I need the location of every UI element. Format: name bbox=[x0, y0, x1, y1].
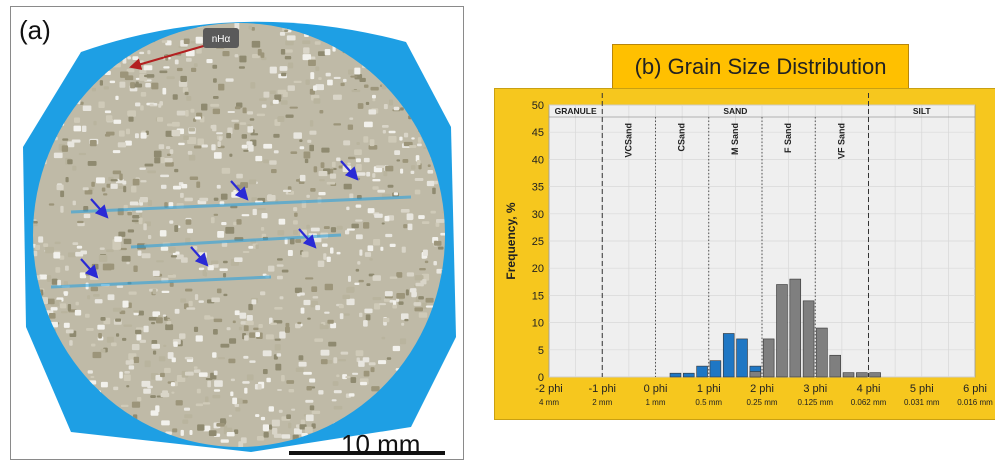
y-tick-label: 45 bbox=[532, 127, 544, 139]
bar bbox=[776, 284, 788, 378]
class-label: SILT bbox=[913, 106, 932, 116]
chart-title: (b) Grain Size Distribution bbox=[612, 44, 909, 90]
panel-a-label: (a) bbox=[19, 15, 51, 45]
bar bbox=[709, 360, 722, 378]
bar bbox=[789, 278, 802, 378]
pore-arrow bbox=[298, 228, 317, 249]
subclass-label: M Sand bbox=[730, 123, 740, 155]
x-tick-label: 0 phi bbox=[644, 383, 668, 395]
pore-streak bbox=[70, 195, 412, 214]
class-label: SAND bbox=[723, 106, 747, 116]
bar bbox=[736, 338, 748, 378]
grain-disc bbox=[33, 23, 445, 447]
y-tick-label: 10 bbox=[532, 318, 544, 330]
bar bbox=[722, 333, 735, 378]
annotation-badge bbox=[203, 28, 239, 48]
bar bbox=[802, 300, 815, 378]
y-tick-label: 15 bbox=[532, 290, 544, 302]
x-tick-label: 6 phi bbox=[963, 383, 987, 395]
x-tick-label: 1 phi bbox=[697, 383, 721, 395]
pore-arrow bbox=[80, 258, 99, 279]
bar bbox=[762, 338, 775, 378]
x-tick-size-label: 0.031 mm bbox=[904, 398, 940, 407]
subclass-label: F Sand bbox=[783, 123, 793, 153]
y-tick-label: 20 bbox=[532, 263, 544, 275]
bar bbox=[829, 354, 841, 378]
bar bbox=[856, 372, 868, 378]
y-tick-label: 30 bbox=[532, 209, 544, 221]
pore-arrow bbox=[340, 160, 359, 181]
bar bbox=[696, 365, 708, 378]
pore-arrow bbox=[230, 180, 249, 201]
grain-size-chart-frame: 0 5 10 15 20 25 30 35 40 45 50 GRANULE SAND SILT VCSan… bbox=[494, 88, 995, 420]
bar bbox=[669, 372, 682, 378]
bar bbox=[869, 372, 881, 378]
scale-bar-label: 10 mm bbox=[341, 429, 421, 459]
thin-section-image: nHα bbox=[23, 21, 456, 455]
thin-section-panel: nHα (a) 10 mm bbox=[10, 6, 464, 460]
bar bbox=[683, 372, 695, 378]
x-tick-size-label: 0.016 mm bbox=[957, 398, 993, 407]
y-tick-label: 50 bbox=[532, 100, 544, 112]
class-label: GRANULE bbox=[555, 106, 597, 116]
y-tick-label: 0 bbox=[538, 372, 544, 384]
x-tick-size-label: 2 mm bbox=[592, 398, 612, 407]
scale-bar bbox=[289, 451, 445, 455]
y-axis-label: Frequency, % bbox=[504, 202, 518, 279]
pore-streak bbox=[50, 275, 272, 289]
bar bbox=[842, 372, 855, 378]
x-tick-label: 4 phi bbox=[857, 383, 881, 395]
annotation-arrow bbox=[129, 44, 208, 70]
bar bbox=[816, 327, 828, 378]
x-tick-label: 3 phi bbox=[803, 383, 827, 395]
pore-arrow bbox=[190, 246, 209, 267]
grain-size-chart: 0 5 10 15 20 25 30 35 40 45 50 GRANULE SAND SILT VCSan… bbox=[504, 93, 993, 407]
subclass-label: VF Sand bbox=[836, 123, 846, 159]
subclass-label: CSand bbox=[677, 123, 687, 152]
x-tick-size-label: 0.125 mm bbox=[797, 398, 833, 407]
x-tick-size-label: 4 mm bbox=[539, 398, 559, 407]
y-tick-label: 35 bbox=[532, 182, 544, 194]
x-tick-size-label: 0.25 mm bbox=[746, 398, 777, 407]
x-tick-size-label: 1 mm bbox=[646, 398, 666, 407]
x-tick-label: -2 phi bbox=[535, 383, 563, 395]
y-tick-label: 40 bbox=[532, 154, 544, 166]
x-tick-label: 5 phi bbox=[910, 383, 934, 395]
bar bbox=[749, 371, 762, 378]
pore-arrow bbox=[90, 198, 109, 219]
subclass-label: VCSand bbox=[623, 123, 633, 158]
x-tick-label: 2 phi bbox=[750, 383, 774, 395]
y-tick-label: 25 bbox=[532, 236, 544, 248]
x-tick-size-label: 0.062 mm bbox=[851, 398, 887, 407]
x-tick-size-label: 0.5 mm bbox=[695, 398, 722, 407]
y-tick-label: 5 bbox=[538, 345, 544, 357]
annotation-label: nHα bbox=[212, 34, 231, 45]
x-tick-label: -1 phi bbox=[588, 383, 616, 395]
